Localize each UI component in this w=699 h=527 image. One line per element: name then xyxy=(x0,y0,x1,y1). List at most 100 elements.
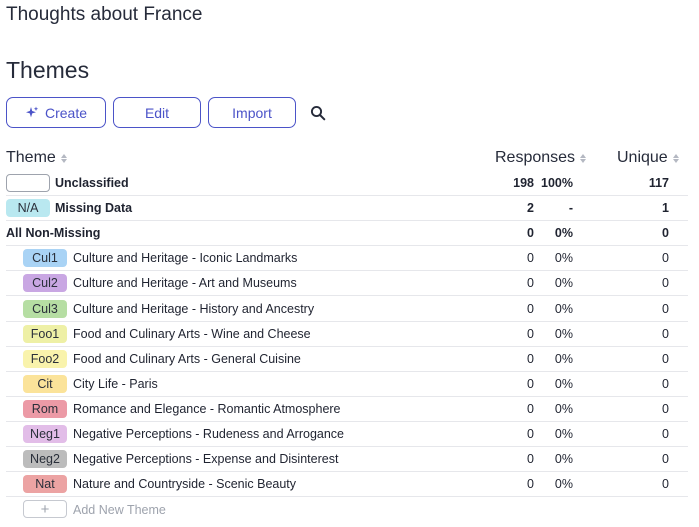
responses-percent: 0% xyxy=(554,351,573,366)
responses-percent: 100% xyxy=(541,176,573,191)
themes-table: Unclassified 198 100% 117 N/A Missing Da… xyxy=(6,171,688,522)
column-header-unique-label: Unique xyxy=(617,149,668,166)
table-row-missing-data[interactable]: N/A Missing Data 2 - 1 xyxy=(6,196,688,222)
responses-percent: 0% xyxy=(554,452,573,467)
unique-count: 0 xyxy=(662,251,669,266)
theme-label: Food and Culinary Arts - Wine and Cheese xyxy=(73,326,311,341)
section-title: Themes xyxy=(6,57,90,83)
responses-count: 0 xyxy=(527,251,534,266)
theme-badge[interactable]: Cul3 xyxy=(23,299,67,318)
column-header-theme[interactable]: Theme xyxy=(6,149,67,167)
sparkle-icon xyxy=(25,106,39,117)
theme-label: Culture and Heritage - History and Ances… xyxy=(73,301,315,316)
responses-percent: 0% xyxy=(554,326,573,341)
theme-badge xyxy=(6,174,50,193)
unique-count: 0 xyxy=(662,426,669,441)
theme-label: Nature and Countryside - Scenic Beauty xyxy=(73,477,297,492)
responses-percent: 0% xyxy=(554,276,573,291)
theme-badge[interactable]: Cul1 xyxy=(23,249,67,268)
sort-icon xyxy=(580,153,587,163)
responses-percent: 0% xyxy=(554,226,573,241)
table-header: Theme Responses Unique xyxy=(6,146,688,170)
table-row[interactable]: Foo2 Food and Culinary Arts - General Cu… xyxy=(6,347,688,372)
responses-count: 0 xyxy=(527,226,534,241)
responses-count: 0 xyxy=(527,351,534,366)
theme-badge[interactable]: Rom xyxy=(23,399,67,418)
column-header-theme-label: Theme xyxy=(6,149,56,166)
theme-label: Unclassified xyxy=(55,176,129,191)
table-row-all-non-missing[interactable]: All Non-Missing 0 0% 0 xyxy=(6,221,688,247)
table-row[interactable]: Rom Romance and Elegance - Romantic Atmo… xyxy=(6,397,688,422)
unique-count: 0 xyxy=(662,326,669,341)
table-row[interactable]: Nat Nature and Countryside - Scenic Beau… xyxy=(6,472,688,498)
table-row[interactable]: Cul3 Culture and Heritage - History and … xyxy=(6,296,688,322)
search-button[interactable] xyxy=(307,102,329,124)
theme-label: Food and Culinary Arts - General Cuisine xyxy=(73,351,301,366)
theme-badge[interactable]: Foo2 xyxy=(23,349,67,368)
search-icon xyxy=(310,105,326,120)
theme-label: Missing Data xyxy=(55,201,133,216)
column-header-responses[interactable]: Responses xyxy=(495,149,587,167)
theme-label: Romance and Elegance - Romantic Atmosphe… xyxy=(73,401,341,416)
table-row[interactable]: Cul1 Culture and Heritage - Iconic Landm… xyxy=(6,246,688,272)
table-row-unclassified[interactable]: Unclassified 198 100% 117 xyxy=(6,171,688,197)
table-row[interactable]: Neg1 Negative Perceptions - Rudeness and… xyxy=(6,422,688,448)
responses-percent: 0% xyxy=(554,251,573,266)
sort-icon xyxy=(672,153,679,163)
sort-icon xyxy=(60,153,67,163)
theme-label: Negative Perceptions - Rudeness and Arro… xyxy=(73,426,344,441)
responses-percent: 0% xyxy=(554,477,573,492)
theme-label: Culture and Heritage - Iconic Landmarks xyxy=(73,251,298,266)
unique-count: 117 xyxy=(648,176,669,191)
edit-button[interactable]: Edit xyxy=(113,97,201,128)
responses-percent: 0% xyxy=(554,376,573,391)
responses-percent: 0% xyxy=(554,401,573,416)
unique-count: 0 xyxy=(662,401,669,416)
page-title: Thoughts about France xyxy=(6,4,203,25)
create-button[interactable]: Create xyxy=(6,97,106,128)
unique-count: 0 xyxy=(662,376,669,391)
add-theme-label[interactable]: Add New Theme xyxy=(73,503,166,518)
responses-count: 0 xyxy=(527,426,534,441)
responses-count: 0 xyxy=(527,301,534,316)
theme-label: All Non-Missing xyxy=(6,226,101,241)
responses-count: 0 xyxy=(527,401,534,416)
responses-count: 0 xyxy=(527,276,534,291)
table-row[interactable]: Neg2 Negative Perceptions - Expense and … xyxy=(6,447,688,473)
theme-label: Negative Perceptions - Expense and Disin… xyxy=(73,452,339,467)
responses-count: 0 xyxy=(527,326,534,341)
theme-badge[interactable]: Nat xyxy=(23,475,67,494)
column-header-unique[interactable]: Unique xyxy=(617,149,679,167)
theme-badge[interactable]: Cul2 xyxy=(23,274,67,293)
responses-count: 2 xyxy=(527,201,534,216)
import-button[interactable]: Import xyxy=(208,97,296,128)
plus-icon: + xyxy=(40,500,50,518)
add-theme-button[interactable]: + xyxy=(23,500,67,519)
unique-count: 1 xyxy=(662,201,669,216)
theme-label: Culture and Heritage - Art and Museums xyxy=(73,276,297,291)
responses-count: 0 xyxy=(527,477,534,492)
responses-percent: - xyxy=(568,201,573,216)
unique-count: 0 xyxy=(662,226,669,241)
responses-count: 198 xyxy=(513,176,534,191)
responses-count: 0 xyxy=(527,376,534,391)
responses-percent: 0% xyxy=(554,426,573,441)
unique-count: 0 xyxy=(662,452,669,467)
column-header-responses-label: Responses xyxy=(495,149,576,166)
table-row[interactable]: Cit City Life - Paris 0 0% 0 xyxy=(6,372,688,397)
unique-count: 0 xyxy=(662,276,669,291)
theme-badge[interactable]: Neg2 xyxy=(23,450,67,469)
table-row[interactable]: Cul2 Culture and Heritage - Art and Muse… xyxy=(6,271,688,297)
unique-count: 0 xyxy=(662,477,669,492)
theme-label: City Life - Paris xyxy=(73,376,158,391)
theme-badge[interactable]: Cit xyxy=(23,374,67,393)
table-row[interactable]: Foo1 Food and Culinary Arts - Wine and C… xyxy=(6,322,688,347)
toolbar: Create Edit Import xyxy=(6,97,329,128)
create-button-label: Create xyxy=(44,104,88,121)
theme-badge: N/A xyxy=(6,199,50,218)
responses-count: 0 xyxy=(527,452,534,467)
theme-badge[interactable]: Foo1 xyxy=(23,324,67,343)
unique-count: 0 xyxy=(662,301,669,316)
theme-badge[interactable]: Neg1 xyxy=(23,424,67,443)
add-theme-row: + Add New Theme xyxy=(6,497,688,522)
